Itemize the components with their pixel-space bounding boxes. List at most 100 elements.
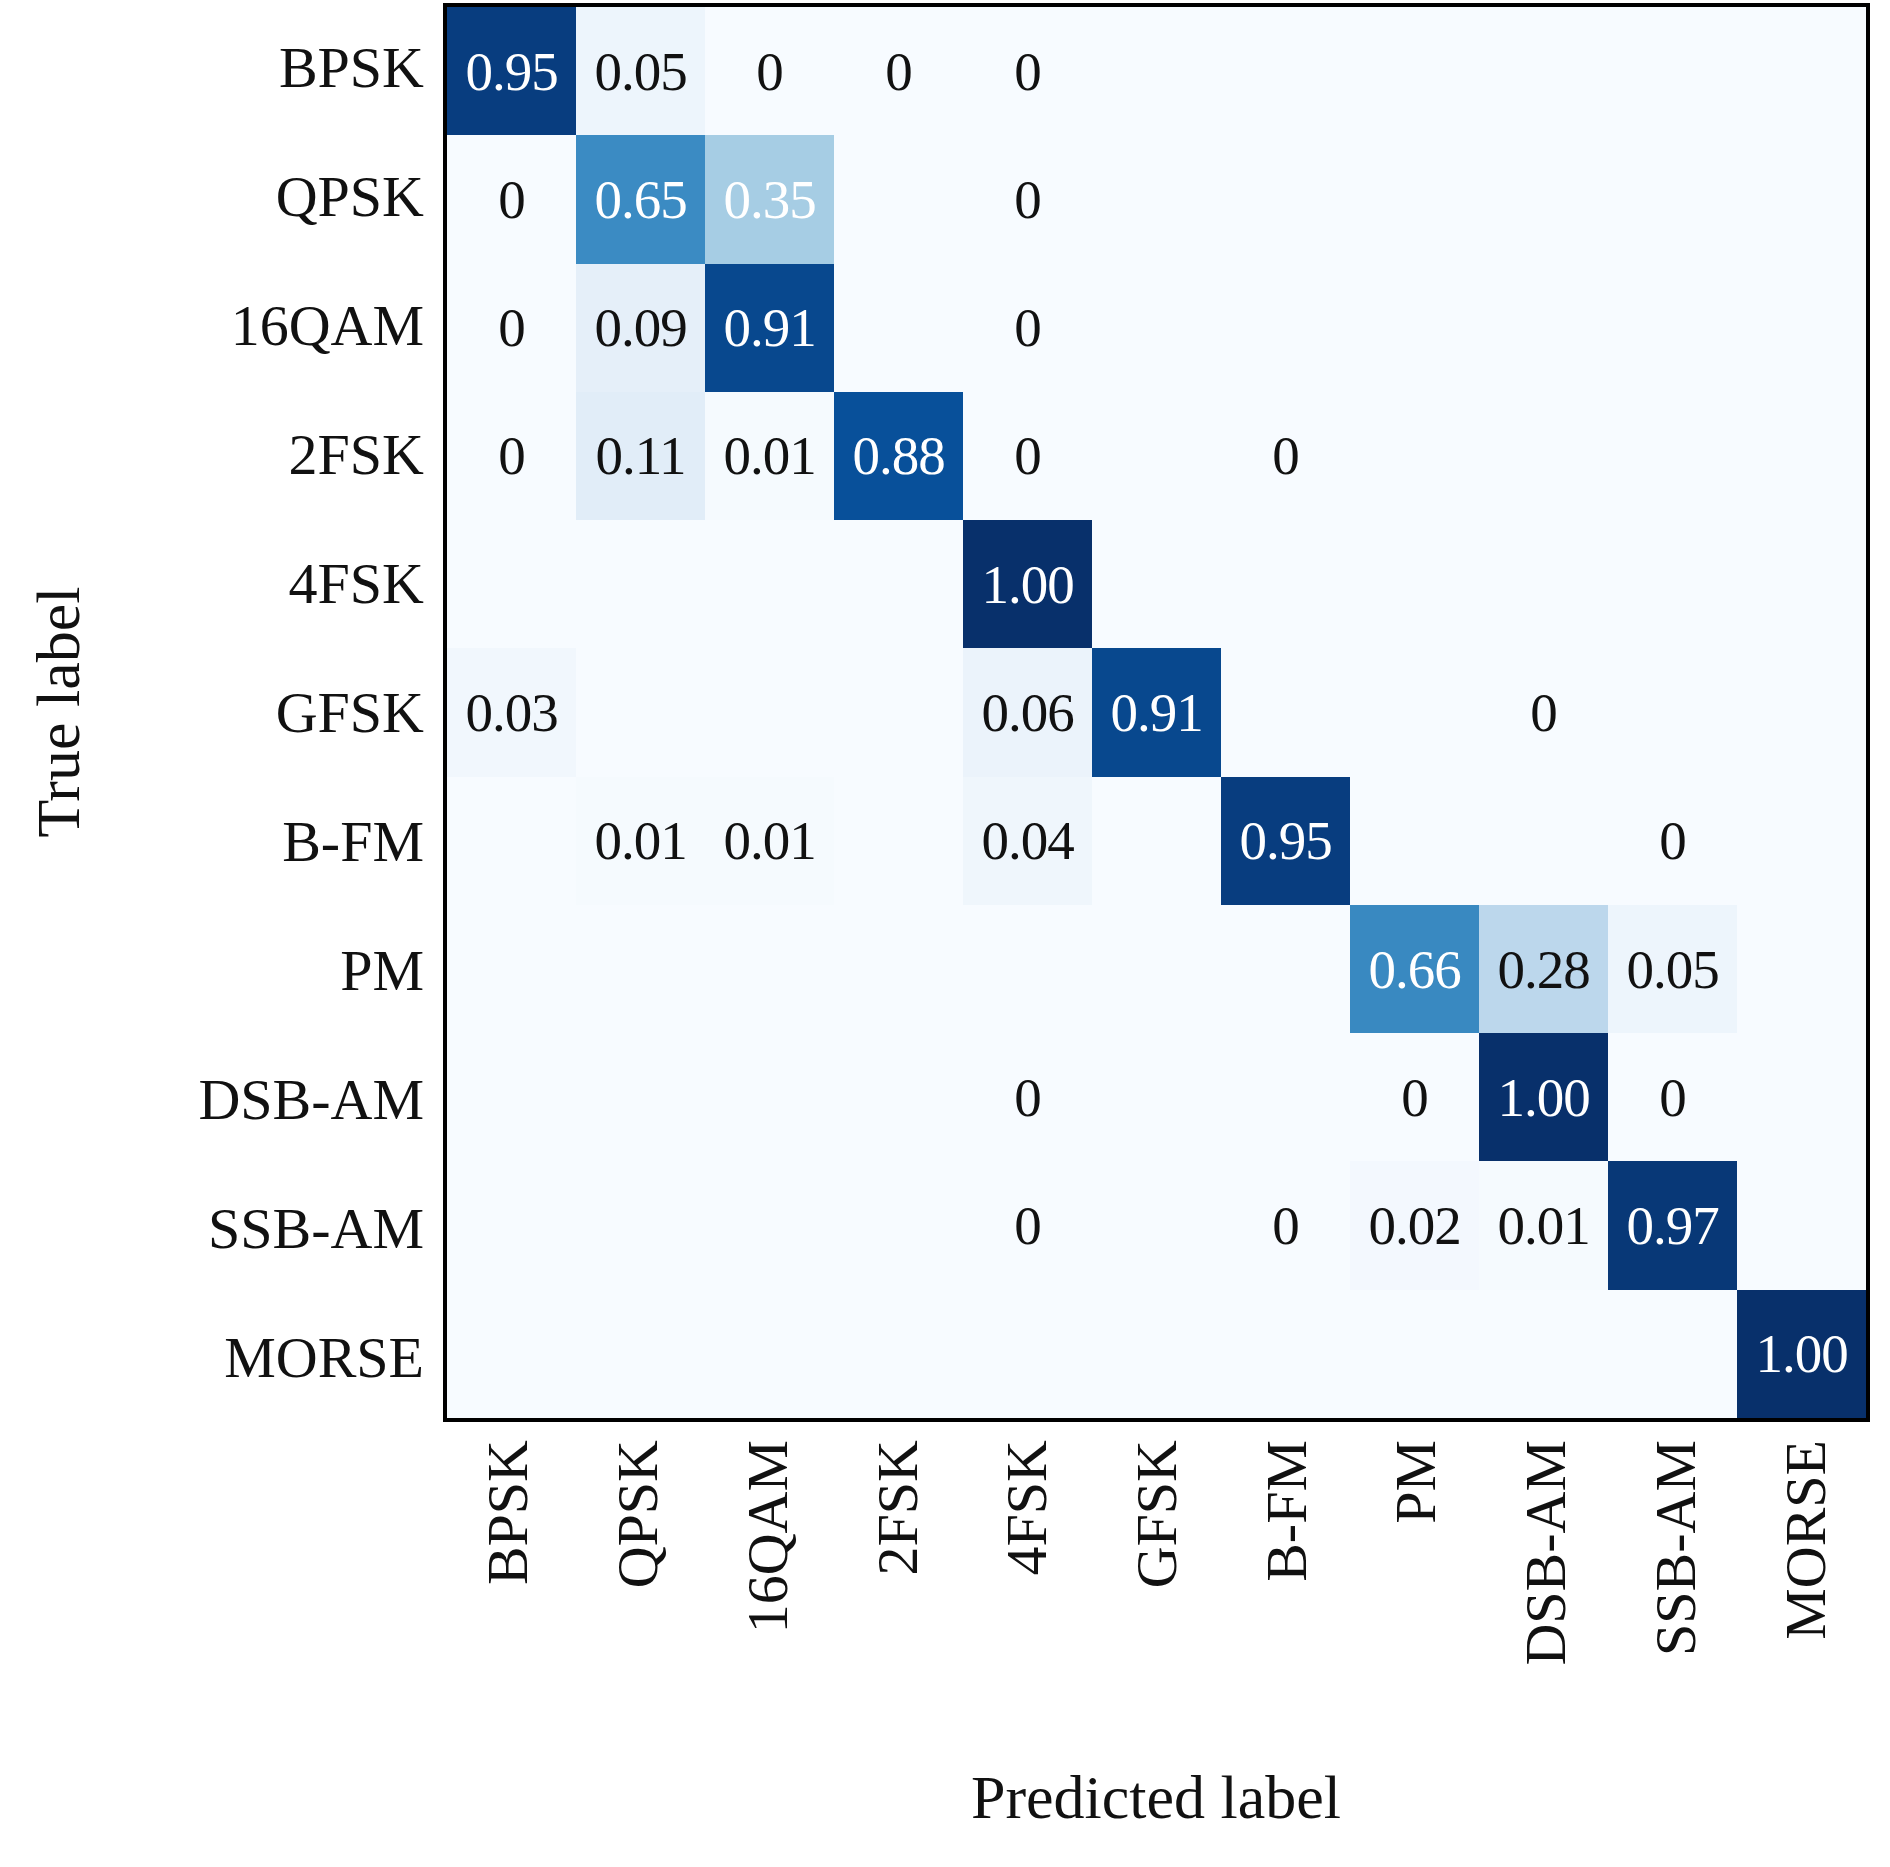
matrix-cell-B-FM-BPSK (447, 777, 576, 905)
matrix-cell-GFSK-PM (1350, 648, 1479, 776)
matrix-cell-2FSK-DSB-AM (1479, 392, 1608, 520)
matrix-cell-DSB-AM-BPSK (447, 1033, 576, 1161)
matrix-cell-2FSK-SSB-AM (1608, 392, 1737, 520)
y-tick-PM: PM (0, 906, 424, 1035)
matrix-cell-GFSK-QPSK (576, 648, 705, 776)
matrix-grid: 0.950.0500000.650.35000.090.91000.110.01… (443, 3, 1870, 1422)
matrix-cell-SSB-AM-2FSK (834, 1161, 963, 1289)
matrix-cell-BPSK-4FSK: 0 (963, 7, 1092, 135)
matrix-cell-B-FM-MORSE (1737, 777, 1866, 905)
matrix-cell-PM-GFSK (1092, 905, 1221, 1033)
y-tick-DSB-AM: DSB-AM (0, 1035, 424, 1164)
matrix-cell-PM-2FSK (834, 905, 963, 1033)
matrix-cell-QPSK-B-FM (1221, 135, 1350, 263)
matrix-cell-2FSK-MORSE (1737, 392, 1866, 520)
matrix-cell-16QAM-2FSK (834, 264, 963, 392)
matrix-cell-MORSE-16QAM (705, 1290, 834, 1418)
matrix-cell-PM-BPSK (447, 905, 576, 1033)
matrix-cell-BPSK-SSB-AM (1608, 7, 1737, 135)
matrix-cell-16QAM-4FSK: 0 (963, 264, 1092, 392)
matrix-cell-PM-MORSE (1737, 905, 1866, 1033)
y-tick-16QAM: 16QAM (0, 261, 424, 390)
matrix-cell-GFSK-2FSK (834, 648, 963, 776)
matrix-cell-4FSK-GFSK (1092, 520, 1221, 648)
matrix-cell-B-FM-4FSK: 0.04 (963, 777, 1092, 905)
y-tick-BPSK: BPSK (0, 3, 424, 132)
matrix-cell-SSB-AM-PM: 0.02 (1350, 1161, 1479, 1289)
matrix-cell-PM-4FSK (963, 905, 1092, 1033)
matrix-cell-MORSE-SSB-AM (1608, 1290, 1737, 1418)
matrix-cell-2FSK-BPSK: 0 (447, 392, 576, 520)
matrix-cell-SSB-AM-MORSE (1737, 1161, 1866, 1289)
y-tick-SSB-AM: SSB-AM (0, 1164, 424, 1293)
matrix-cell-MORSE-PM (1350, 1290, 1479, 1418)
matrix-cell-MORSE-MORSE: 1.00 (1737, 1290, 1866, 1418)
matrix-cell-16QAM-MORSE (1737, 264, 1866, 392)
x-tick-4FSK: 4FSK (962, 1440, 1092, 1760)
matrix-cell-DSB-AM-QPSK (576, 1033, 705, 1161)
matrix-cell-DSB-AM-PM: 0 (1350, 1033, 1479, 1161)
matrix-cell-MORSE-2FSK (834, 1290, 963, 1418)
matrix-cell-2FSK-B-FM: 0 (1221, 392, 1350, 520)
matrix-cell-MORSE-BPSK (447, 1290, 576, 1418)
matrix-cell-2FSK-4FSK: 0 (963, 392, 1092, 520)
x-tick-2FSK: 2FSK (832, 1440, 962, 1760)
matrix-cell-16QAM-PM (1350, 264, 1479, 392)
matrix-cell-4FSK-DSB-AM (1479, 520, 1608, 648)
matrix-cell-4FSK-B-FM (1221, 520, 1350, 648)
matrix-cell-16QAM-SSB-AM (1608, 264, 1737, 392)
matrix-cell-SSB-AM-QPSK (576, 1161, 705, 1289)
matrix-cell-QPSK-GFSK (1092, 135, 1221, 263)
x-tick-PM: PM (1351, 1440, 1481, 1760)
matrix-cell-QPSK-PM (1350, 135, 1479, 263)
x-tick-16QAM: 16QAM (702, 1440, 832, 1760)
x-tick-SSB-AM: SSB-AM (1611, 1440, 1741, 1760)
matrix-cell-BPSK-GFSK (1092, 7, 1221, 135)
x-tick-QPSK: QPSK (573, 1440, 703, 1760)
matrix-cell-PM-B-FM (1221, 905, 1350, 1033)
matrix-cell-PM-SSB-AM: 0.05 (1608, 905, 1737, 1033)
matrix-cell-B-FM-2FSK (834, 777, 963, 905)
matrix-cell-QPSK-MORSE (1737, 135, 1866, 263)
y-tick-labels: BPSKQPSK16QAM2FSK4FSKGFSKB-FMPMDSB-AMSSB… (0, 3, 424, 1422)
matrix-cell-2FSK-PM (1350, 392, 1479, 520)
matrix-cell-GFSK-16QAM (705, 648, 834, 776)
matrix-cell-SSB-AM-GFSK (1092, 1161, 1221, 1289)
matrix-cell-QPSK-BPSK: 0 (447, 135, 576, 263)
matrix-cell-DSB-AM-SSB-AM: 0 (1608, 1033, 1737, 1161)
matrix-cell-QPSK-2FSK (834, 135, 963, 263)
matrix-cell-GFSK-SSB-AM (1608, 648, 1737, 776)
matrix-cell-16QAM-16QAM: 0.91 (705, 264, 834, 392)
matrix-cell-16QAM-BPSK: 0 (447, 264, 576, 392)
matrix-cell-DSB-AM-4FSK: 0 (963, 1033, 1092, 1161)
x-tick-DSB-AM: DSB-AM (1481, 1440, 1611, 1760)
matrix-cell-2FSK-GFSK (1092, 392, 1221, 520)
matrix-cell-16QAM-DSB-AM (1479, 264, 1608, 392)
matrix-cell-SSB-AM-4FSK: 0 (963, 1161, 1092, 1289)
matrix-cell-B-FM-QPSK: 0.01 (576, 777, 705, 905)
y-tick-QPSK: QPSK (0, 132, 424, 261)
matrix-cell-4FSK-PM (1350, 520, 1479, 648)
matrix-cell-PM-QPSK (576, 905, 705, 1033)
matrix-cell-GFSK-B-FM (1221, 648, 1350, 776)
matrix-cell-2FSK-16QAM: 0.01 (705, 392, 834, 520)
matrix-cell-4FSK-4FSK: 1.00 (963, 520, 1092, 648)
confusion-matrix-figure: True label BPSKQPSK16QAM2FSK4FSKGFSKB-FM… (0, 0, 1890, 1867)
matrix-cell-BPSK-PM (1350, 7, 1479, 135)
matrix-cell-QPSK-16QAM: 0.35 (705, 135, 834, 263)
matrix-cell-4FSK-QPSK (576, 520, 705, 648)
matrix-cell-4FSK-SSB-AM (1608, 520, 1737, 648)
matrix-cell-DSB-AM-GFSK (1092, 1033, 1221, 1161)
matrix-cell-GFSK-4FSK: 0.06 (963, 648, 1092, 776)
matrix-cell-16QAM-QPSK: 0.09 (576, 264, 705, 392)
matrix-cell-BPSK-QPSK: 0.05 (576, 7, 705, 135)
matrix-cell-SSB-AM-SSB-AM: 0.97 (1608, 1161, 1737, 1289)
matrix-cell-4FSK-BPSK (447, 520, 576, 648)
matrix-cell-MORSE-B-FM (1221, 1290, 1350, 1418)
x-tick-GFSK: GFSK (1092, 1440, 1222, 1760)
matrix-cell-4FSK-MORSE (1737, 520, 1866, 648)
matrix-cell-SSB-AM-B-FM: 0 (1221, 1161, 1350, 1289)
matrix-cell-16QAM-B-FM (1221, 264, 1350, 392)
y-tick-B-FM: B-FM (0, 777, 424, 906)
matrix-cell-MORSE-DSB-AM (1479, 1290, 1608, 1418)
